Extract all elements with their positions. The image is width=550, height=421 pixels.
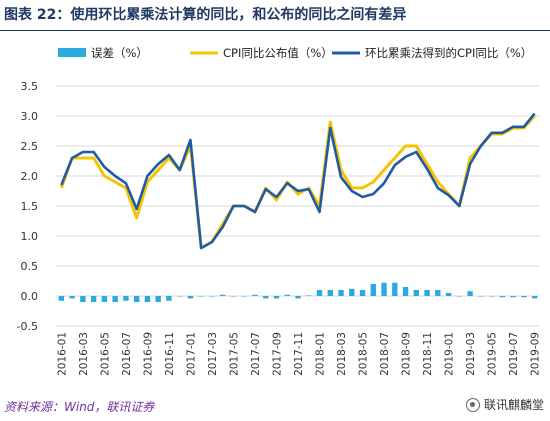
legend-item-error: 误差（%） [58, 46, 148, 60]
error-bar [252, 294, 258, 296]
x-tick-label: 2019-07 [508, 332, 520, 376]
x-tick-label: 2019-09 [530, 332, 542, 376]
cpi-lines [59, 112, 536, 250]
x-tick-label: 2016-07 [121, 332, 133, 376]
error-bar [241, 296, 247, 297]
error-bar [155, 296, 161, 302]
x-tick-label: 2017-03 [207, 332, 219, 376]
source-note: 资料来源：Wind，联讯证券 [4, 400, 155, 414]
error-bar [187, 296, 194, 299]
x-tick-label: 2019-01 [444, 332, 456, 376]
gridlines [56, 85, 540, 327]
legend-label: 环比累乘法得到的CPI同比（%） [365, 46, 532, 60]
x-tick-label: 2016-03 [78, 332, 90, 376]
error-bar [424, 290, 430, 296]
x-tick-label: 2016-01 [56, 332, 68, 376]
x-tick-label: 2018-07 [379, 332, 391, 376]
x-tick-label: 2016-11 [164, 332, 176, 376]
error-bar [209, 296, 215, 297]
error-bar [284, 294, 290, 296]
cpi-published-line [59, 114, 536, 250]
error-bar [263, 296, 269, 299]
error-bar [58, 296, 65, 301]
error-bar [69, 296, 75, 299]
error-bar [456, 296, 463, 297]
y-tick-label: 0.5 [21, 260, 39, 273]
y-tick-label: -0.5 [17, 320, 38, 333]
error-bar [349, 288, 355, 296]
x-tick-label: 2017-07 [250, 332, 262, 376]
legend-label: 误差（%） [91, 46, 148, 60]
error-bar [123, 296, 129, 301]
error-bar [327, 290, 333, 296]
chart-title: 图表 22：使用环比累乘法计算的同比，和公布的同比之间有差异 [4, 7, 407, 23]
error-bar [445, 293, 452, 296]
legend-item-cpi-computed: 环比累乘法得到的CPI同比（%） [332, 46, 532, 60]
error-bar [510, 296, 516, 298]
error-bars [58, 282, 538, 302]
error-bar [133, 296, 140, 302]
error-bar [220, 294, 226, 296]
x-tick-label: 2017-11 [293, 332, 305, 376]
error-bar [198, 296, 204, 297]
error-bar [435, 290, 441, 296]
wechat-logo-icon [465, 397, 480, 412]
x-axis: 2016-01 2016-03 2016-05 2016-07 2016-09 2016-… [56, 332, 541, 376]
error-bar [90, 296, 97, 302]
x-tick-label: 2018-05 [358, 332, 370, 376]
error-bar [80, 296, 86, 302]
x-tick-label: 2016-09 [142, 332, 154, 376]
error-bar [359, 290, 366, 296]
error-bar [413, 290, 419, 296]
error-bar [144, 296, 151, 302]
error-bar [478, 296, 484, 297]
error-bar [166, 296, 172, 301]
legend-label: CPI同比公布值（%） [223, 46, 333, 60]
error-bar [101, 296, 108, 302]
brand-mark: 联讯麒麟堂 [465, 396, 544, 413]
y-tick-label: 0.0 [21, 290, 39, 303]
error-bar [381, 282, 387, 296]
error-bar [112, 296, 118, 302]
brand-name: 联讯麒麟堂 [483, 398, 544, 412]
x-tick-label: 2019-03 [465, 332, 477, 376]
x-tick-label: 2019-05 [487, 332, 499, 376]
cpi-chart: 误差（%） CPI同比公布值（%） 环比累乘法得到的CPI同比（%） -0.5 0.0… [17, 46, 542, 376]
x-tick-label: 2018-09 [401, 332, 413, 376]
x-tick-label: 2016-05 [99, 332, 111, 376]
y-tick-label: 1.0 [21, 230, 39, 243]
error-bar [499, 296, 506, 298]
legend: 误差（%） CPI同比公布值（%） 环比累乘法得到的CPI同比（%） [58, 46, 532, 60]
title-divider [0, 30, 550, 31]
error-bar [531, 296, 538, 299]
x-tick-label: 2018-11 [422, 332, 434, 376]
y-tick-label: 2.0 [21, 170, 39, 183]
x-tick-label: 2018-01 [315, 332, 327, 376]
y-tick-label: 3.5 [21, 80, 39, 93]
x-tick-label: 2018-03 [336, 332, 348, 376]
error-bar [177, 296, 183, 297]
error-bar [488, 296, 495, 297]
error-bar [521, 296, 527, 298]
legend-swatch [58, 48, 86, 57]
error-bar [467, 291, 473, 296]
error-bar [338, 290, 344, 296]
error-bar [402, 287, 409, 296]
cpi-computed-line [60, 112, 536, 250]
error-bar [295, 296, 301, 299]
error-bar [370, 284, 376, 296]
error-bar [392, 282, 398, 296]
y-tick-label: 3.0 [21, 110, 39, 123]
error-bar [230, 296, 237, 297]
y-tick-label: 2.5 [21, 140, 39, 153]
y-axis: -0.5 0.0 0.5 1.0 1.5 2.0 2.5 3.0 3.5 [17, 80, 38, 333]
x-tick-label: 2017-09 [271, 332, 283, 376]
y-tick-label: 1.5 [21, 200, 39, 213]
legend-item-cpi-published: CPI同比公布值（%） [190, 46, 333, 60]
error-bar [306, 295, 312, 296]
error-bar [316, 290, 323, 296]
x-tick-label: 2017-05 [228, 332, 240, 376]
x-tick-label: 2017-01 [185, 332, 197, 376]
error-bar [273, 296, 280, 299]
